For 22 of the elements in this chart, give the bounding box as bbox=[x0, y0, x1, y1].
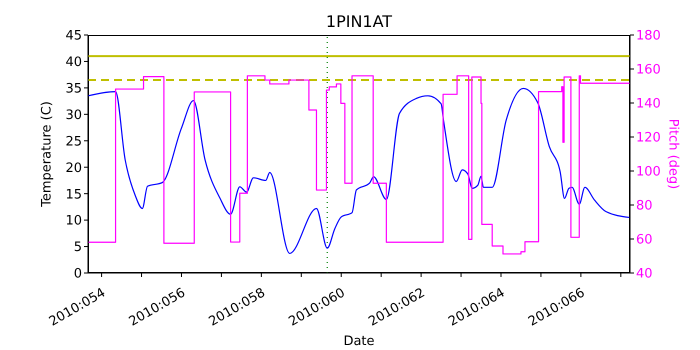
y-tick-label: 10 bbox=[65, 214, 82, 229]
y-tick-label: 15 bbox=[65, 187, 82, 202]
x-axis-title: Date bbox=[343, 334, 375, 349]
y-axis-title: Temperature (C) bbox=[40, 101, 55, 208]
y2-tick-label: 140 bbox=[636, 96, 661, 112]
y2-tick-label: 100 bbox=[636, 164, 661, 180]
y-tick-label: 20 bbox=[65, 160, 82, 176]
y-tick-label: 0 bbox=[74, 266, 82, 282]
y-tick-label: 45 bbox=[65, 28, 82, 44]
y2-tick-label: 120 bbox=[636, 130, 661, 146]
y2-axis-title: Pitch (deg) bbox=[665, 118, 680, 190]
y-tick-label: 30 bbox=[65, 108, 82, 123]
y-tick-label: 40 bbox=[65, 55, 82, 70]
y2-tick-label: 160 bbox=[636, 62, 661, 78]
y2-tick-label: 80 bbox=[636, 198, 653, 214]
y-tick-label: 25 bbox=[65, 134, 82, 150]
y-tick-label: 35 bbox=[65, 82, 82, 97]
y2-tick-label: 180 bbox=[636, 28, 661, 44]
y2-tick-label: 40 bbox=[636, 266, 653, 282]
y-tick-label: 5 bbox=[74, 240, 82, 256]
chart-title: 1PIN1AT bbox=[324, 12, 394, 31]
y2-tick-label: 60 bbox=[636, 232, 653, 248]
